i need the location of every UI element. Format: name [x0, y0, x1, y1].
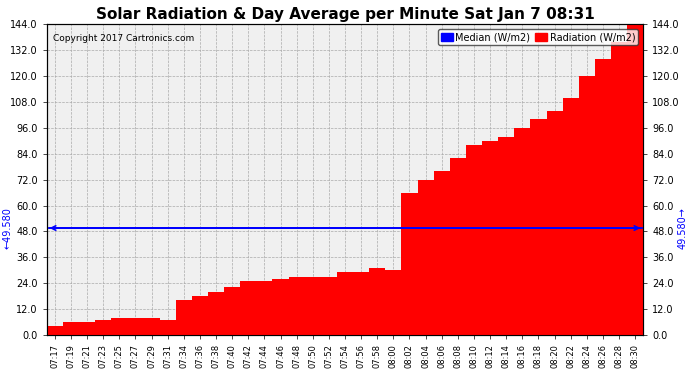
Bar — [546, 111, 562, 335]
Legend: Median (W/m2), Radiation (W/m2): Median (W/m2), Radiation (W/m2) — [438, 29, 638, 45]
Bar — [192, 296, 208, 335]
Bar — [79, 322, 95, 335]
Bar — [498, 136, 514, 335]
Bar — [305, 277, 321, 335]
Bar — [402, 193, 417, 335]
Bar — [208, 292, 224, 335]
Bar — [288, 277, 305, 335]
Bar — [273, 279, 288, 335]
Bar — [224, 288, 240, 335]
Bar — [595, 59, 611, 335]
Bar — [627, 24, 643, 335]
Bar — [353, 272, 369, 335]
Bar — [514, 128, 531, 335]
Text: Copyright 2017 Cartronics.com: Copyright 2017 Cartronics.com — [52, 34, 194, 43]
Bar — [176, 300, 192, 335]
Bar — [611, 42, 627, 335]
Bar — [47, 326, 63, 335]
Bar — [144, 318, 159, 335]
Bar — [95, 320, 111, 335]
Bar — [111, 318, 128, 335]
Bar — [579, 76, 595, 335]
Bar — [321, 277, 337, 335]
Bar — [337, 272, 353, 335]
Bar — [417, 180, 434, 335]
Bar — [482, 141, 498, 335]
Bar — [531, 119, 546, 335]
Bar — [434, 171, 450, 335]
Text: ←49.580: ←49.580 — [3, 207, 13, 249]
Bar — [466, 145, 482, 335]
Bar — [63, 322, 79, 335]
Title: Solar Radiation & Day Average per Minute Sat Jan 7 08:31: Solar Radiation & Day Average per Minute… — [96, 7, 594, 22]
Text: 49.580→: 49.580→ — [677, 207, 687, 249]
Bar — [562, 98, 579, 335]
Bar — [256, 281, 273, 335]
Bar — [128, 318, 144, 335]
Bar — [240, 281, 256, 335]
Bar — [385, 270, 402, 335]
Bar — [369, 268, 385, 335]
Bar — [159, 320, 176, 335]
Bar — [450, 158, 466, 335]
